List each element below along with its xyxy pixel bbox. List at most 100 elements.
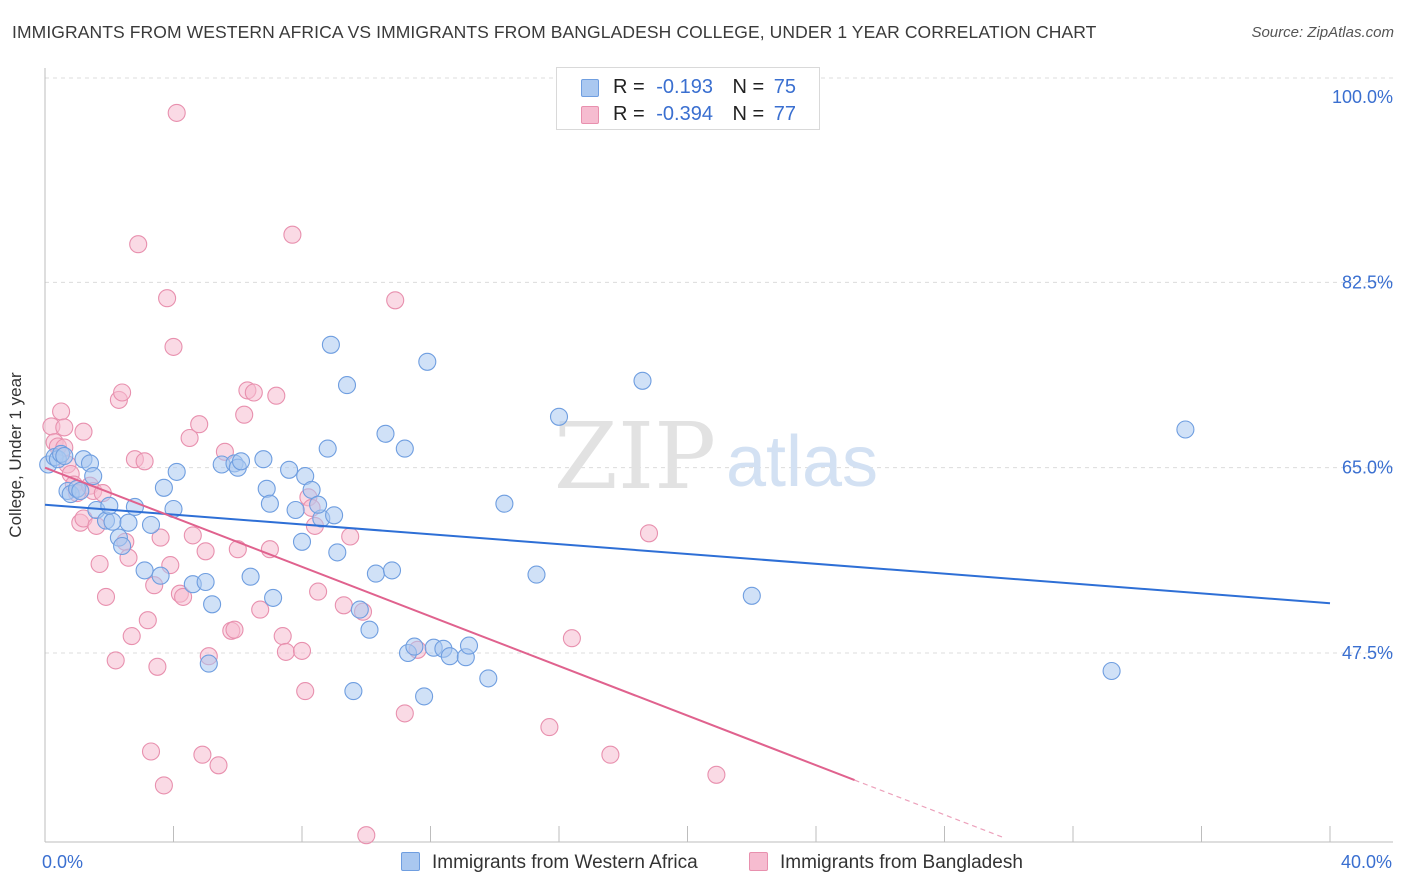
point-bangladesh-37: [167, 103, 186, 122]
point-western-africa-11: [84, 467, 103, 486]
point-bangladesh-54: [251, 600, 270, 619]
point-western-africa-35: [254, 450, 273, 469]
point-western-africa-15: [100, 496, 119, 515]
point-bangladesh-42: [190, 415, 209, 434]
point-bangladesh-49: [225, 620, 244, 639]
point-bangladesh-67: [341, 527, 360, 546]
legend-r-label: R =: [613, 103, 645, 125]
point-western-africa-72: [1102, 661, 1121, 681]
point-bangladesh-33: [154, 776, 173, 795]
point-bangladesh-24: [122, 627, 141, 646]
y-axis-label: College, Under 1 year: [6, 372, 25, 538]
point-bangladesh-75: [601, 745, 620, 764]
y-tick-label-3: 100.0%: [1332, 87, 1393, 107]
point-western-africa-14: [103, 512, 122, 531]
point-bangladesh-77: [639, 524, 659, 543]
point-bangladesh-19: [106, 651, 125, 670]
legend-swatch-western-africa: [581, 79, 599, 97]
point-western-africa-58: [405, 637, 424, 656]
point-bangladesh-31: [148, 657, 167, 676]
point-western-africa-38: [264, 588, 283, 607]
point-western-africa-47: [328, 543, 347, 562]
point-western-africa-54: [376, 424, 395, 443]
point-bangladesh-9: [55, 418, 74, 437]
point-western-africa-67: [495, 494, 514, 513]
point-western-africa-22: [151, 566, 170, 585]
point-bangladesh-18: [96, 587, 116, 606]
point-bangladesh-46: [209, 756, 228, 775]
source-label: Source: ZipAtlas.com: [1251, 24, 1394, 41]
point-western-africa-37: [260, 494, 279, 513]
x-tick-label-max: 40.0%: [1340, 852, 1392, 872]
point-bangladesh-26: [129, 235, 148, 254]
point-bangladesh-43: [193, 745, 212, 764]
point-western-africa-56: [395, 439, 414, 458]
point-bangladesh-51: [235, 405, 254, 424]
point-bangladesh-41: [183, 526, 202, 545]
point-bangladesh-76: [707, 765, 726, 784]
point-western-africa-73: [1176, 420, 1195, 439]
point-bangladesh-65: [309, 582, 328, 601]
watermark: ZIP atlas: [554, 403, 878, 510]
point-western-africa-48: [337, 376, 357, 395]
bottom-legend-label-western-africa: Immigrants from Western Africa: [432, 852, 698, 873]
point-western-africa-71: [742, 586, 761, 605]
point-bangladesh-28: [138, 611, 157, 630]
chart-title: IMMIGRANTS FROM WESTERN AFRICA VS IMMIGR…: [12, 22, 1097, 42]
point-western-africa-36: [257, 479, 276, 498]
point-western-africa-65: [459, 636, 479, 655]
point-western-africa-46: [321, 335, 340, 354]
legend-r-value-bangladesh: -0.394: [656, 103, 713, 125]
legend-n-value-bangladesh: 77: [773, 103, 797, 125]
point-bangladesh-40: [180, 428, 199, 448]
bottom-legend-label-bangladesh: Immigrants from Bangladesh: [780, 852, 1023, 873]
y-tick-label-2: 82.5%: [1342, 272, 1393, 292]
point-western-africa-18: [119, 513, 138, 532]
trend-lines: [44, 466, 1331, 839]
point-western-africa-43: [302, 480, 321, 499]
point-bangladesh-61: [296, 682, 315, 701]
bottom-legend-western-africa: Immigrants from Western Africa: [401, 852, 698, 874]
point-bangladesh-39: [174, 587, 193, 606]
point-bangladesh-60: [292, 641, 312, 660]
y-tick-label-0: 47.5%: [1342, 643, 1393, 663]
point-bangladesh-27: [135, 452, 154, 471]
point-bangladesh-57: [273, 627, 292, 646]
bottom-legend-swatch-western-africa: [401, 852, 420, 871]
point-western-africa-59: [415, 687, 434, 706]
bottom-legend-swatch-bangladesh: [749, 852, 768, 871]
point-western-africa-70: [633, 371, 652, 390]
trend-line-bangladesh-extension: [854, 779, 1006, 839]
point-western-africa-29: [199, 654, 218, 673]
point-western-africa-53: [366, 564, 385, 583]
trend-line-bangladesh: [44, 466, 855, 782]
legend-n-label: N =: [732, 103, 765, 125]
point-western-africa-69: [549, 407, 569, 426]
point-western-africa-60: [418, 352, 437, 371]
point-bangladesh-16: [90, 554, 109, 574]
point-bangladesh-71: [395, 704, 414, 723]
legend-swatch-bangladesh: [581, 106, 599, 124]
point-western-africa-51: [350, 600, 369, 619]
watermark-zip: ZIP: [554, 403, 716, 510]
point-western-africa-45: [318, 439, 337, 458]
point-bangladesh-70: [386, 291, 405, 310]
point-western-africa-27: [196, 572, 215, 592]
point-bangladesh-3: [52, 402, 71, 421]
legend-n-label: N =: [732, 76, 765, 98]
point-western-africa-55: [382, 561, 402, 580]
point-bangladesh-29: [141, 742, 161, 761]
point-western-africa-8: [71, 481, 90, 501]
point-western-africa-39: [280, 460, 299, 479]
y-tick-labels: 47.5% 65.0% 82.5% 100.0%: [1332, 87, 1393, 663]
point-bangladesh-21: [113, 383, 132, 402]
point-western-africa-63: [440, 647, 459, 666]
point-bangladesh-58: [276, 642, 295, 661]
point-bangladesh-32: [151, 528, 170, 547]
point-western-africa-21: [141, 515, 161, 534]
grid-lines: [45, 77, 1393, 654]
point-western-africa-52: [360, 620, 379, 639]
point-western-africa-34: [241, 567, 260, 586]
legend-n-value-western-africa: 75: [773, 76, 797, 98]
